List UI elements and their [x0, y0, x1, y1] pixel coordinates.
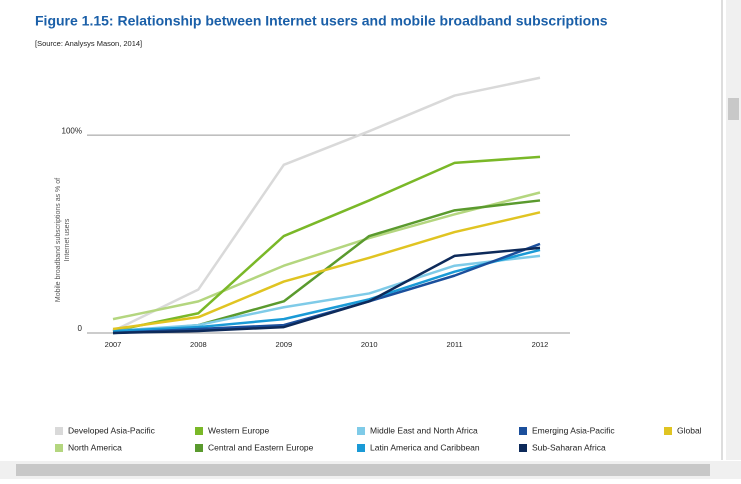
legend-swatch: [664, 427, 672, 435]
legend-label: Developed Asia-Pacific: [68, 425, 156, 435]
series-line: [112, 76, 541, 333]
scroll-thumb[interactable]: [16, 464, 710, 476]
series-line: [112, 246, 541, 335]
legend-label: Latin America and Caribbean: [370, 442, 480, 452]
series-line: [112, 155, 541, 333]
x-tick-label: 2012: [532, 340, 549, 349]
chart-title: Figure 1.15: Relationship between Intern…: [35, 13, 608, 29]
x-tick-label: 2010: [361, 340, 378, 349]
y-label-line: Internet users: [64, 218, 71, 261]
y-label-line: Mobile broadband subscriptions as % of: [55, 178, 62, 302]
series-line: [112, 211, 541, 331]
legend-label: Emerging Asia-Pacific: [532, 425, 615, 435]
legend-label: Global: [677, 425, 702, 435]
legend-swatch: [195, 444, 203, 452]
chart-subtitle: [Source: Analysys Mason, 2014]: [35, 39, 142, 48]
legend-swatch: [519, 427, 527, 435]
x-tick-label: 2007: [105, 340, 122, 349]
y-axis-label: Mobile broadband subscriptions as % of I…: [55, 178, 71, 302]
legend-label: North America: [68, 442, 122, 452]
y-tick-label: 100%: [62, 126, 82, 135]
legend-swatch: [357, 427, 365, 435]
legend-swatch: [357, 444, 365, 452]
series-line: [112, 254, 541, 333]
legend-swatch: [55, 444, 63, 452]
scroll-thumb[interactable]: [728, 98, 739, 120]
legend-label: Sub-Saharan Africa: [532, 442, 606, 452]
legend-label: Western Europe: [208, 425, 270, 435]
y-tick-label: 0: [78, 324, 83, 333]
legend-label: Central and Eastern Europe: [208, 442, 314, 452]
vertical-scrollbar[interactable]: [726, 0, 741, 460]
x-tick-label: 2009: [275, 340, 292, 349]
series-line: [112, 248, 541, 333]
legend-label: Middle East and North Africa: [370, 425, 478, 435]
legend-swatch: [519, 444, 527, 452]
x-tick-label: 2011: [447, 340, 463, 349]
series-line: [112, 191, 541, 321]
x-tick-label: 2008: [190, 340, 207, 349]
legend-swatch: [55, 427, 63, 435]
legend-swatch: [195, 427, 203, 435]
